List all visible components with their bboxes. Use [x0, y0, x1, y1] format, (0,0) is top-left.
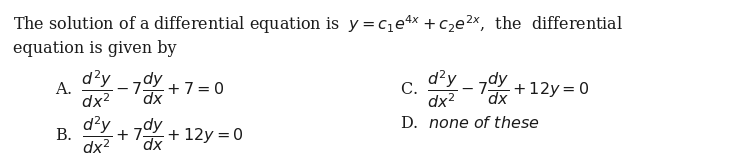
Text: B.  $\dfrac{d^2y}{dx^2} + 7\dfrac{dy}{dx} + 12y = 0$: B. $\dfrac{d^2y}{dx^2} + 7\dfrac{dy}{dx}…	[55, 115, 244, 156]
Text: A.  $\dfrac{d^2y}{dx^2} - 7\dfrac{dy}{dx} + 7 = 0$: A. $\dfrac{d^2y}{dx^2} - 7\dfrac{dy}{dx}…	[55, 69, 224, 110]
Text: C.  $\dfrac{d^2y}{dx^2} - 7\dfrac{dy}{dx} + 12y = 0$: C. $\dfrac{d^2y}{dx^2} - 7\dfrac{dy}{dx}…	[400, 69, 589, 110]
Text: D.  $\mathit{none\ of\ these}$: D. $\mathit{none\ of\ these}$	[400, 115, 539, 132]
Text: The solution of a differential equation is  $y = c_1e^{4x} + c_2e^{2x}$,  the  d: The solution of a differential equation …	[13, 13, 623, 36]
Text: equation is given by: equation is given by	[13, 39, 176, 56]
